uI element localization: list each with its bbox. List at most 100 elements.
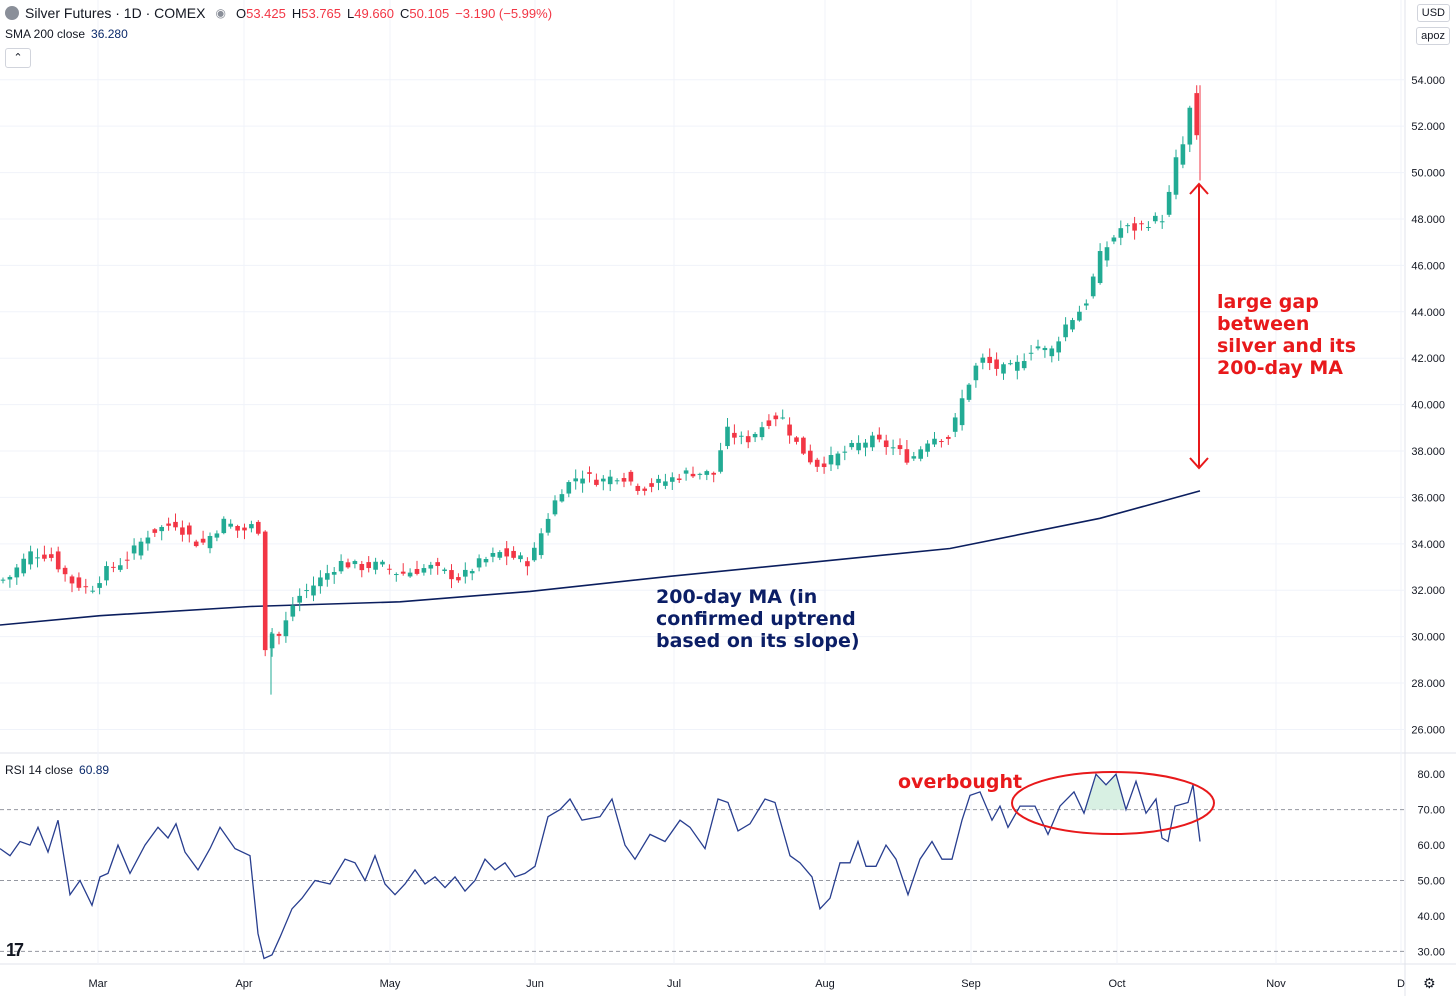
candle: [732, 424, 737, 445]
candle-body: [152, 529, 158, 533]
candle-body: [1194, 93, 1199, 136]
candle-body: [490, 552, 496, 557]
sma-200-path: [0, 490, 1201, 626]
candle-body: [221, 518, 227, 534]
candle-body: [552, 500, 558, 515]
candle: [366, 556, 371, 573]
candle: [1173, 149, 1179, 200]
candle: [90, 585, 95, 594]
sma-legend[interactable]: SMA 200 close 36.280: [5, 27, 128, 41]
collapse-legend-button[interactable]: ⌃: [5, 48, 31, 68]
candle: [890, 439, 896, 456]
candle: [697, 472, 703, 480]
candle: [28, 545, 33, 570]
candle: [76, 572, 82, 591]
candle: [373, 557, 378, 575]
candle: [635, 483, 641, 495]
candle: [532, 542, 537, 562]
candlestick-series: [0, 85, 1201, 695]
candle-body: [207, 535, 213, 549]
candle: [497, 550, 503, 561]
rsi-legend[interactable]: RSI 14 close 60.89: [5, 763, 109, 777]
candle: [752, 432, 758, 443]
candle: [318, 570, 323, 594]
candle: [980, 353, 986, 370]
candle-body: [904, 449, 910, 463]
candle-body: [1111, 237, 1117, 242]
candle: [663, 473, 668, 490]
candle-body: [311, 585, 316, 596]
candle-body: [973, 365, 979, 381]
candle: [483, 556, 489, 567]
candle-body: [1063, 324, 1068, 338]
annotation-shapes: [1011, 182, 1215, 835]
candle: [580, 470, 585, 493]
candle: [573, 469, 578, 490]
candle: [1077, 305, 1082, 322]
candle: [601, 475, 606, 491]
candle: [1049, 345, 1055, 363]
candle: [352, 559, 358, 569]
candle: [587, 466, 592, 483]
candle-body: [863, 442, 868, 448]
candle-body: [1097, 251, 1103, 284]
candle-body: [90, 590, 95, 592]
candle-body: [242, 527, 247, 531]
candle: [545, 513, 551, 536]
candle-body: [656, 478, 661, 483]
y-tick-label: 54.000: [1411, 75, 1445, 87]
candle: [62, 565, 68, 582]
candle: [773, 412, 779, 427]
symbol-title[interactable]: Silver Futures · 1D · COMEX: [25, 5, 206, 21]
candle-body: [35, 557, 40, 559]
candle-body: [69, 576, 75, 584]
candle: [1187, 105, 1193, 153]
candle: [124, 551, 130, 570]
candle-body: [304, 590, 309, 592]
candle-body: [366, 562, 371, 569]
candle: [21, 553, 26, 577]
rsi-tick-label: 40.00: [1417, 911, 1445, 923]
candle-body: [766, 420, 772, 426]
candle-body: [1056, 341, 1061, 353]
candle-body: [180, 527, 185, 535]
candle-body: [573, 478, 578, 482]
candle-body: [952, 417, 958, 432]
candle-body: [711, 472, 716, 475]
candle-body: [7, 576, 13, 580]
candle-body: [966, 384, 972, 400]
candle: [111, 562, 116, 573]
candle: [1104, 241, 1110, 267]
candle: [1090, 273, 1096, 299]
candle: [276, 631, 282, 645]
candle: [628, 469, 634, 486]
candle-body: [1035, 346, 1041, 349]
candle-body: [325, 573, 330, 580]
candle-body: [1104, 247, 1110, 261]
tradingview-logo-icon[interactable]: 17: [6, 940, 24, 960]
overbought-annotation: overbought: [898, 771, 1023, 793]
currency-button[interactable]: USD: [1416, 4, 1450, 22]
candle-body: [918, 449, 923, 459]
gear-icon[interactable]: ⚙: [1423, 975, 1436, 991]
y-tick-label: 28.000: [1411, 678, 1445, 690]
candle-body: [421, 568, 427, 573]
rsi-series: [0, 772, 1201, 960]
scale-mode-button[interactable]: apoz: [1416, 27, 1450, 45]
gap-annotation: large gap between silver and its 200-day…: [1217, 291, 1357, 379]
visibility-eye-icon[interactable]: ◉: [215, 6, 226, 20]
y-tick-label: 46.000: [1411, 260, 1445, 272]
candle: [808, 444, 813, 465]
chart-legend: Silver Futures · 1D · COMEX ◉ O53.425 H5…: [5, 5, 552, 21]
candle-body: [718, 450, 723, 472]
candle-body: [352, 561, 358, 565]
candle: [435, 557, 440, 575]
candle: [221, 516, 227, 535]
candle: [683, 467, 689, 481]
candle-body: [621, 478, 627, 482]
candle: [387, 564, 392, 575]
candle-body: [394, 574, 399, 576]
candle: [7, 575, 13, 588]
